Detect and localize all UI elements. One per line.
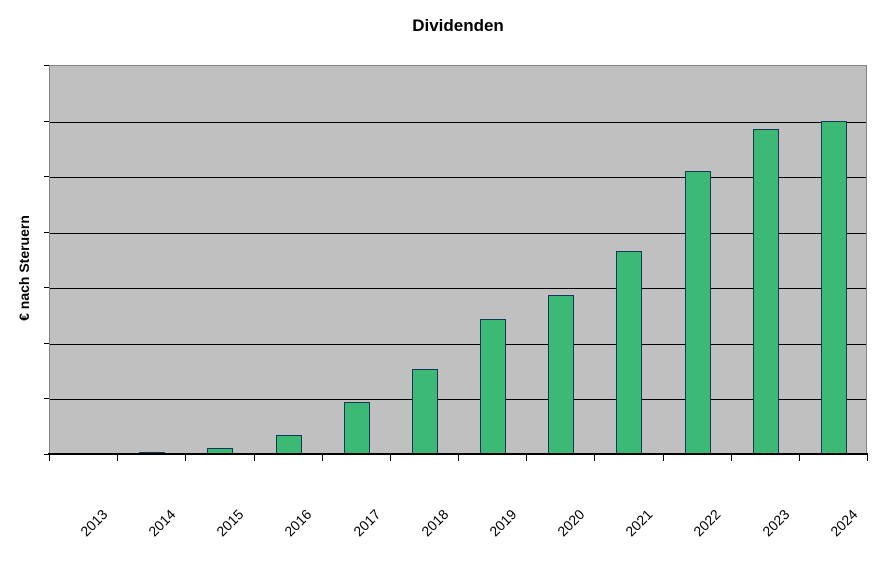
y-axis-tick bbox=[44, 342, 49, 344]
y-axis-tick bbox=[44, 287, 49, 289]
x-axis-label: 2024 bbox=[826, 506, 861, 540]
x-axis-label: 2016 bbox=[281, 506, 315, 540]
x-axis-label: 2018 bbox=[417, 506, 452, 540]
x-axis-label: 2023 bbox=[758, 506, 793, 540]
gridline bbox=[50, 343, 866, 345]
bar-2019 bbox=[480, 318, 507, 455]
x-axis-tick bbox=[730, 454, 732, 461]
x-axis-tick bbox=[594, 454, 596, 461]
x-axis-tick bbox=[458, 454, 459, 461]
x-axis-tick bbox=[526, 454, 528, 461]
x-axis-label: 2021 bbox=[622, 506, 656, 540]
bar-2022 bbox=[684, 171, 711, 455]
y-axis-tick bbox=[44, 120, 49, 122]
gridline bbox=[50, 232, 866, 234]
x-axis-tick bbox=[389, 454, 391, 461]
x-axis-tick bbox=[321, 454, 323, 461]
x-axis-label: 2020 bbox=[554, 506, 588, 540]
bar-2016 bbox=[275, 435, 302, 455]
y-axis-tick bbox=[44, 231, 49, 233]
x-axis-label: 2019 bbox=[486, 506, 520, 540]
y-axis-tick bbox=[44, 176, 49, 178]
x-axis-tick bbox=[49, 454, 50, 461]
x-axis-label: 2015 bbox=[213, 506, 247, 540]
y-axis-tick bbox=[44, 65, 49, 66]
plot-area bbox=[49, 65, 867, 455]
x-axis-label: 2014 bbox=[145, 506, 179, 540]
x-axis-tick bbox=[662, 454, 664, 461]
bar-2018 bbox=[411, 368, 438, 455]
x-axis-label: 2022 bbox=[690, 506, 724, 540]
x-axis-tick bbox=[867, 454, 868, 461]
bar-2017 bbox=[343, 402, 370, 455]
x-axis-tick bbox=[253, 454, 255, 461]
gridline bbox=[50, 399, 866, 401]
x-axis-tick bbox=[117, 454, 119, 461]
bar-2020 bbox=[548, 295, 575, 455]
bar-2023 bbox=[752, 129, 779, 455]
x-axis-label: 2013 bbox=[77, 506, 111, 540]
bar-2024 bbox=[820, 120, 847, 455]
y-axis-title: € nach Steruern bbox=[16, 215, 32, 321]
x-axis-tick bbox=[798, 454, 800, 461]
x-axis-tick bbox=[185, 454, 187, 461]
x-axis-label: 2017 bbox=[349, 506, 384, 540]
y-axis-tick bbox=[44, 454, 49, 455]
gridline bbox=[50, 177, 866, 179]
bar-2021 bbox=[616, 251, 643, 455]
chart-title: Dividenden bbox=[412, 16, 504, 35]
gridline bbox=[50, 288, 866, 290]
gridline bbox=[50, 121, 866, 123]
y-axis-tick bbox=[44, 398, 49, 400]
